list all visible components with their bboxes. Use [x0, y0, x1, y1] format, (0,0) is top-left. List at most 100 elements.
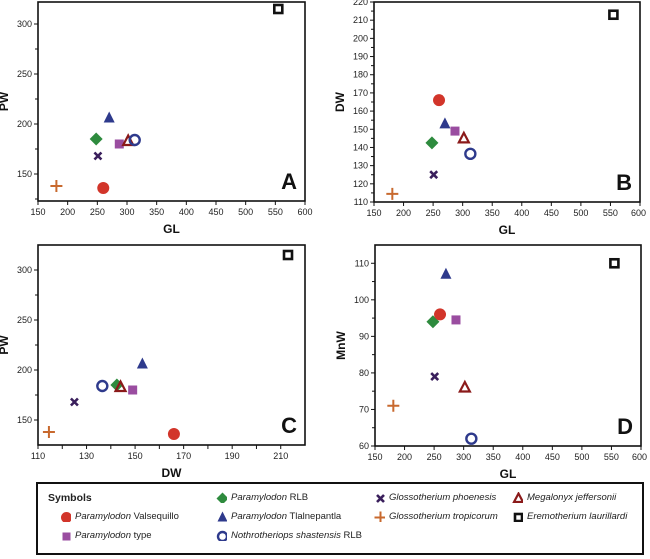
legend-label: Paramylodon Tlalnepantla	[231, 511, 341, 522]
point-type	[114, 139, 124, 149]
x-tick-label: 400	[179, 207, 194, 217]
y-tick-label: 100	[354, 295, 369, 305]
panel-label: D	[617, 414, 633, 439]
legend-label: Eremotherium laurillardi	[527, 511, 627, 522]
x-tick-label: 450	[544, 208, 559, 218]
x-tick-label: 550	[604, 452, 619, 462]
legend-item-tropicorum: Glossotherium tropicorum	[374, 511, 498, 522]
panel-label: A	[281, 169, 297, 194]
x-tick-label: 150	[366, 208, 381, 218]
point-rlb	[425, 136, 439, 150]
point-phoenesis	[430, 372, 440, 381]
point-tlalnepantla	[440, 267, 452, 279]
point-type	[451, 315, 461, 325]
x-tick-label: 600	[632, 452, 647, 462]
x-tick-label: 550	[268, 207, 283, 217]
y-tick-label: 110	[354, 197, 368, 207]
y-tick-label: 150	[17, 415, 32, 425]
point-tlalnepantla	[136, 357, 148, 369]
x-tick-label: 150	[367, 452, 382, 462]
plot-frame	[37, 244, 306, 446]
y-tick-label: 140	[353, 142, 368, 152]
triangle-marker-icon	[217, 511, 227, 522]
point-nothrotheriops	[96, 379, 109, 393]
open-circle-marker-icon	[216, 530, 227, 541]
point-tlalnepantla	[103, 111, 115, 123]
point-tropicorum	[387, 399, 400, 412]
point-megalonyx	[458, 379, 472, 393]
point-rlb	[89, 132, 103, 146]
y-tick-label: 200	[17, 365, 32, 375]
y-tick-label: 220	[353, 0, 368, 7]
x-tick-label: 200	[60, 207, 75, 217]
panel-c: 110 130 150 170 190 210 150 200 250 300 DW PW C	[0, 244, 306, 480]
y-axis-label: MnW	[334, 331, 348, 360]
x-tick-label: 350	[486, 452, 501, 462]
x-tick-label: 130	[79, 451, 94, 461]
y-axis-label: PW	[0, 91, 11, 111]
legend-item-tlalnepantla: Paramylodon Tlalnepantla	[216, 511, 341, 522]
point-valsequillo	[433, 94, 446, 107]
point-megalonyx	[113, 379, 128, 393]
x-tick-label: 150	[128, 451, 143, 461]
point-tropicorum	[386, 187, 399, 200]
point-nothrotheriops	[464, 147, 477, 161]
open-triangle-marker-icon	[512, 492, 523, 503]
x-axis-label: GL	[499, 223, 516, 237]
legend-species-name: Eremotherium laurillardi	[527, 511, 628, 522]
point-megalonyx	[457, 130, 471, 144]
x-tick-label: 600	[297, 207, 312, 217]
plot-frame	[374, 244, 642, 447]
legend-item-valsequillo: Paramylodon Valsequillo	[60, 511, 179, 522]
legend-label: Paramylodon Valsequillo	[75, 511, 179, 522]
legend-locality: RLB	[340, 530, 362, 541]
y-tick-label: 130	[353, 161, 368, 171]
point-eremotherium	[282, 249, 294, 261]
x-tick-label: 250	[90, 207, 105, 217]
legend-species-name: Paramylodon	[75, 511, 131, 522]
y-tick-label: 300	[17, 265, 32, 275]
y-tick-label: 150	[17, 169, 32, 179]
point-eremotherium	[272, 3, 284, 15]
x-tick-label: 350	[149, 207, 164, 217]
panel-label: C	[281, 413, 297, 438]
x-tick-label: 350	[485, 208, 500, 218]
panel-a: 150 200 250 300 350 400 450 500 550 600 150 200 250 3…	[0, 1, 313, 236]
point-phoenesis	[429, 170, 439, 180]
y-tick-label: 90	[359, 331, 369, 341]
legend-species-name: Paramylodon	[231, 511, 287, 522]
legend-label: Glossotherium phoenesis	[389, 492, 496, 503]
legend-label: Glossotherium tropicorum	[389, 511, 498, 522]
x-tick-label: 110	[31, 451, 45, 461]
legend-item-megalonyx: Megalonyx jeffersonii	[512, 492, 616, 503]
x-marker-icon	[376, 494, 385, 503]
diamond-marker-icon	[216, 492, 227, 503]
square-marker-icon	[62, 532, 71, 541]
y-tick-label: 300	[17, 19, 32, 29]
x-tick-label: 250	[426, 208, 441, 218]
legend-locality: RLB	[286, 492, 309, 503]
x-tick-label: 500	[574, 452, 589, 462]
y-tick-label: 250	[17, 315, 32, 325]
y-tick-label: 200	[353, 33, 368, 43]
x-tick-label: 300	[455, 208, 470, 218]
x-tick-label: 450	[545, 452, 560, 462]
legend-label: Paramylodon type	[75, 530, 152, 541]
legend-label: Nothrotheriops shastensis RLB	[231, 530, 362, 541]
legend-item-type: Paramylodon type	[60, 530, 152, 541]
legend-label: Paramylodon RLB	[231, 492, 308, 503]
scatter-figure: 150 200 250 300 350 400 450 500 550 600 150 200 250 3…	[0, 0, 647, 480]
legend-species-name: Paramylodon	[231, 492, 287, 503]
point-tlalnepantla	[439, 117, 451, 129]
x-tick-label: 500	[238, 207, 253, 217]
legend-locality: type	[130, 530, 152, 541]
point-nothrotheriops	[465, 432, 478, 445]
y-axis-label: PW	[0, 335, 11, 355]
point-nothrotheriops	[128, 133, 141, 147]
x-tick-label: 200	[397, 452, 412, 462]
x-axis-label: DW	[162, 466, 183, 480]
x-tick-label: 550	[603, 208, 618, 218]
point-type	[450, 126, 460, 136]
x-tick-label: 400	[515, 452, 530, 462]
y-tick-label: 110	[355, 258, 369, 268]
